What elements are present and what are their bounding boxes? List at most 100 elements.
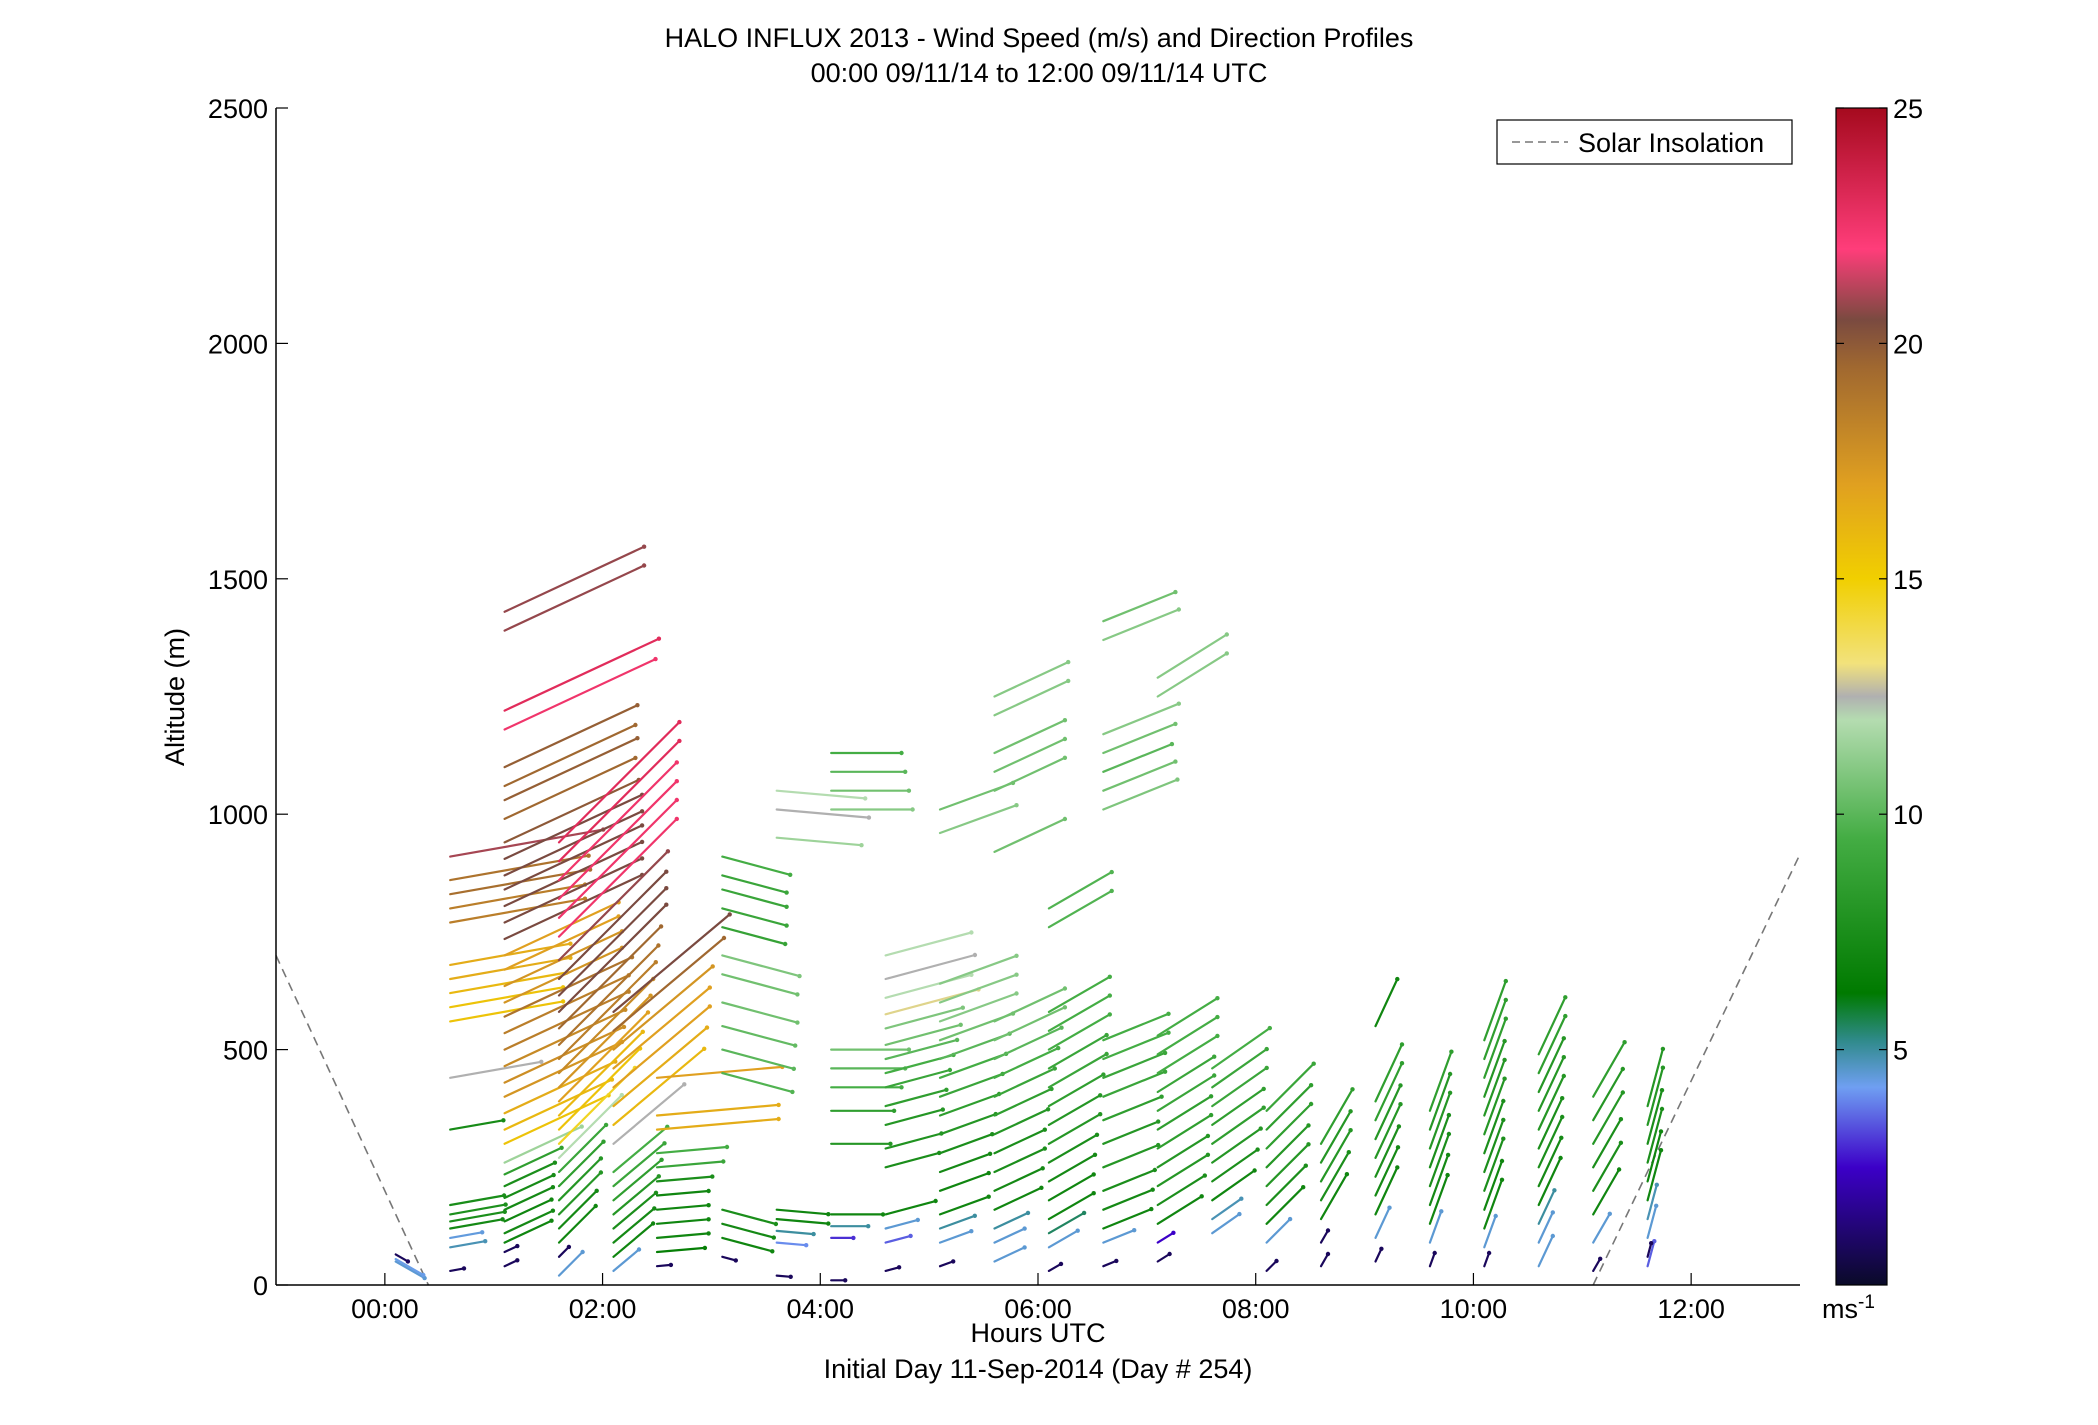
wind-vector (721, 973, 799, 996)
wind-vector (1156, 1174, 1206, 1207)
wind-vector-head (1091, 1191, 1096, 1196)
wind-vector-head (1598, 1256, 1603, 1262)
legend: Solar Insolation (1496, 119, 1793, 165)
x-axis-ticks: 00:00 02:00 04:00 06:00 08:00 10:00 12:00 (351, 1273, 1725, 1324)
wind-vector-head (1350, 1087, 1355, 1092)
wind-vector-head (843, 1278, 848, 1283)
wind-vector-head (480, 1230, 485, 1235)
wind-vector (1483, 1077, 1506, 1136)
wind-vector (1537, 996, 1567, 1056)
wind-vector (1646, 1107, 1664, 1164)
wind-vector (655, 1065, 784, 1079)
wind-vector-head (706, 1188, 711, 1194)
wind-vector (612, 1158, 663, 1202)
wind-vector-head (1660, 1046, 1666, 1052)
wind-vector (1592, 1067, 1624, 1122)
wind-vector (655, 1232, 710, 1240)
wind-vector-head (944, 1087, 949, 1093)
wind-vector-head (1502, 1076, 1507, 1081)
wind-vector (993, 1227, 1026, 1244)
wind-vector-head (501, 1118, 506, 1123)
wind-vector (1211, 1169, 1256, 1202)
wind-vector (993, 1128, 1046, 1155)
wind-vector (1102, 1259, 1118, 1268)
wind-vector (938, 1112, 997, 1136)
wind-vector-head (987, 1151, 993, 1157)
wind-vector (1646, 1204, 1658, 1240)
wind-vector-head (773, 1221, 779, 1227)
wind-vector (721, 888, 788, 908)
wind-vector-head (1224, 632, 1230, 637)
colorbar: 5 10 15 20 25 ms-1 (1822, 94, 1923, 1324)
wind-vector (993, 1167, 1044, 1192)
wind-vector (557, 903, 668, 1014)
wind-vector (1102, 722, 1177, 755)
wind-vector-head (1261, 1105, 1266, 1110)
y-axis-ticks: 0 500 1000 1500 2000 2500 (208, 94, 288, 1301)
wind-vector (449, 1203, 507, 1216)
wind-vector-head (503, 1202, 508, 1207)
wind-vector (1592, 1091, 1624, 1145)
wind-vector (993, 987, 1067, 1023)
colorbar-unit-base: ms (1822, 1294, 1858, 1324)
wind-vector-head (1560, 1114, 1565, 1120)
wind-vector (884, 931, 973, 957)
wind-vector-head (1654, 1182, 1660, 1188)
wind-vector (612, 1026, 709, 1108)
wind-vector-head (1308, 1083, 1314, 1088)
wind-vector (993, 660, 1070, 698)
wind-vector (655, 1160, 725, 1169)
wind-vector (1483, 1058, 1506, 1117)
wind-vector-head (664, 886, 669, 891)
wind-vector-head (733, 1258, 738, 1263)
wind-vector (557, 977, 655, 1075)
wind-vector (503, 930, 624, 988)
wind-vector-head (639, 809, 645, 814)
wind-vector-head (784, 904, 789, 909)
wind-vector (938, 1152, 992, 1174)
wind-vector-head (550, 1185, 556, 1190)
y-tick-label: 2500 (208, 94, 268, 124)
wind-vector-head (1062, 816, 1068, 822)
wind-vector (721, 1001, 799, 1024)
wind-vector (557, 798, 678, 919)
wind-vector-head (665, 849, 671, 854)
wind-vector (1102, 742, 1174, 773)
y-tick-label: 500 (223, 1036, 268, 1066)
wind-vector (721, 1255, 737, 1262)
wind-vector-head (674, 760, 679, 765)
wind-vector-head (594, 1188, 599, 1194)
wind-vector (1047, 1192, 1095, 1221)
wind-vector-head (1306, 1123, 1311, 1128)
wind-vector (1646, 1183, 1658, 1221)
wind-vector-head (551, 1172, 556, 1178)
wind-vector-head (702, 1046, 707, 1052)
wind-vector-head (951, 1259, 956, 1264)
wind-vector (1483, 1099, 1505, 1155)
wind-vector-head (1325, 1228, 1331, 1233)
legend-solar-insolation-label: Solar Insolation (1578, 128, 1764, 158)
wind-vector-head (770, 1249, 775, 1254)
wind-vector (503, 810, 644, 877)
wind-vector (1592, 1168, 1621, 1216)
wind-vector (1428, 1050, 1453, 1112)
wind-vector (721, 1024, 797, 1047)
wind-vector-head (1659, 1106, 1665, 1112)
wind-vector-head (1215, 1014, 1220, 1020)
wind-vector (1319, 1151, 1350, 1202)
wind-vector-head (776, 1102, 781, 1108)
wind-vector-head (1052, 1066, 1058, 1071)
wind-vector (612, 1005, 711, 1089)
wind-vector-head (1167, 1251, 1172, 1257)
wind-vector (1102, 1120, 1160, 1145)
wind-vector (1592, 1118, 1623, 1169)
wind-vector (1537, 1136, 1563, 1188)
wind-vector-head (1486, 1250, 1492, 1256)
wind-vector (1374, 1146, 1400, 1197)
wind-vector (394, 1253, 409, 1263)
wind-vector (721, 1208, 778, 1226)
wind-vector-head (1449, 1049, 1454, 1054)
wind-vector-head (1169, 741, 1175, 747)
wind-vector (775, 808, 871, 819)
wind-vector-head (1205, 1133, 1211, 1139)
